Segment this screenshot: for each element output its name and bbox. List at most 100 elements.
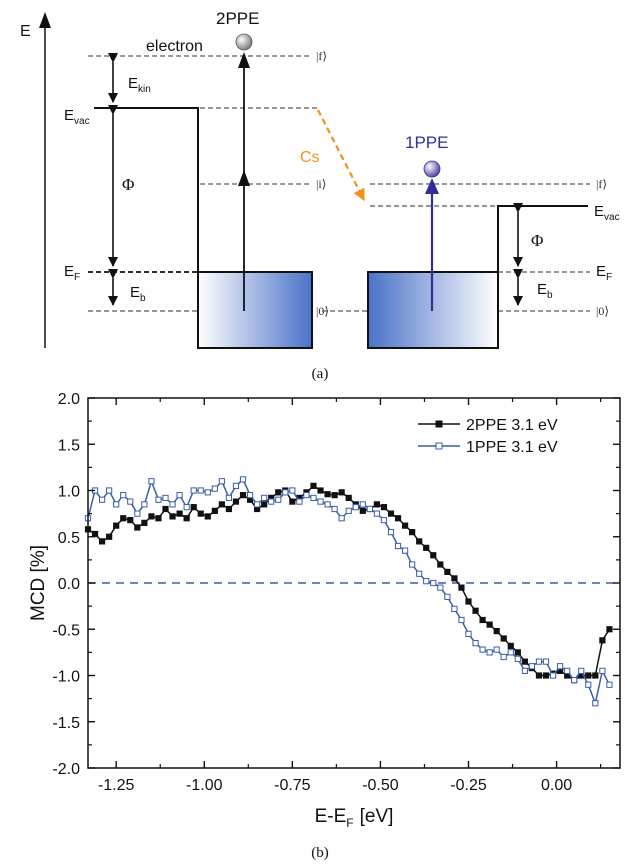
data-point-0 (317, 487, 324, 494)
data-point-1 (169, 501, 176, 508)
data-point-0 (394, 515, 402, 522)
data-point-1 (458, 616, 465, 624)
data-point-0 (514, 649, 521, 656)
y-tick-label: 0.0 (58, 576, 80, 593)
data-point-1 (310, 494, 317, 501)
data-point-0 (176, 510, 183, 517)
data-point-1 (394, 542, 402, 550)
data-point-1 (592, 700, 599, 707)
x-tick-label: -0.50 (362, 777, 399, 794)
e-f-label-left: EF (64, 263, 80, 283)
data-point-1 (246, 492, 254, 499)
phi-label-right: Φ (531, 231, 543, 250)
data-point-1 (430, 579, 437, 587)
data-point-0 (486, 621, 493, 628)
data-point-1 (486, 649, 493, 656)
data-point-1 (465, 630, 472, 637)
data-point-1 (120, 492, 127, 499)
data-point-1 (197, 487, 204, 494)
data-point-1 (380, 517, 388, 524)
legend-marker-1 (435, 442, 443, 450)
chart-series-layer (84, 476, 613, 707)
data-point-0 (444, 568, 451, 575)
ket-f-right: |f⟩ (596, 177, 607, 191)
data-point-1 (437, 584, 444, 591)
data-point-1 (282, 489, 289, 496)
data-point-0 (535, 672, 543, 679)
data-point-0 (416, 538, 423, 545)
data-point-1 (401, 547, 409, 554)
left-metal-well (197, 271, 313, 349)
data-point-1 (303, 492, 310, 499)
data-point-1 (528, 663, 536, 670)
cs-label: Cs (300, 149, 320, 166)
x-tick-label: -0.25 (450, 777, 487, 794)
data-point-1 (127, 498, 134, 505)
panel-b-label: (b) (311, 845, 329, 861)
data-point-0 (113, 522, 120, 529)
data-point-1 (155, 496, 162, 503)
e-vac-label-left: Evac (64, 107, 90, 127)
1ppe-title: 1PPE (405, 133, 448, 152)
data-point-0 (155, 515, 162, 522)
data-point-1 (514, 655, 521, 662)
chart-legend: 2PPE 3.1 eV 1PPE 3.1 eV (418, 417, 558, 456)
data-point-1 (218, 478, 225, 485)
data-point-1 (190, 487, 197, 494)
data-point-1 (317, 498, 324, 505)
data-point-0 (373, 501, 381, 508)
data-point-0 (479, 616, 486, 624)
data-point-0 (338, 489, 345, 496)
data-point-1 (549, 672, 557, 679)
data-point-0 (225, 505, 233, 513)
data-point-1 (225, 494, 233, 501)
data-point-1 (535, 658, 543, 665)
data-point-1 (564, 667, 571, 674)
e-f-label-right: EF (596, 263, 612, 283)
data-point-0 (239, 492, 247, 499)
data-point-0 (585, 672, 592, 679)
data-point-0 (162, 505, 169, 513)
data-point-0 (232, 498, 240, 505)
data-point-1 (373, 510, 381, 517)
data-point-1 (423, 578, 430, 585)
data-point-1 (289, 487, 296, 494)
data-point-1 (493, 646, 500, 653)
data-point-1 (183, 504, 190, 511)
data-point-1 (204, 489, 211, 496)
data-point-0 (592, 672, 599, 679)
x-tick-label: 0.00 (541, 777, 572, 794)
data-point-1 (507, 649, 514, 656)
data-point-1 (557, 663, 564, 670)
data-point-0 (261, 501, 268, 508)
y-tick-label: 0.5 (58, 530, 80, 547)
data-point-0 (437, 561, 444, 568)
data-point-1 (599, 667, 606, 674)
data-point-1 (345, 507, 352, 514)
data-point-0 (190, 504, 197, 511)
2ppe-arrowhead-upper (238, 52, 250, 68)
data-point-1 (106, 487, 113, 494)
data-point-0 (134, 524, 141, 531)
electron-label: electron (146, 38, 203, 55)
e-kin-label: Ekin (128, 75, 151, 95)
data-point-0 (521, 658, 528, 665)
data-point-1 (261, 494, 268, 501)
ket-f-left: |f⟩ (316, 49, 327, 63)
data-point-1 (324, 501, 331, 508)
data-point-0 (606, 626, 613, 633)
data-point-1 (134, 510, 141, 517)
data-point-1 (444, 593, 451, 600)
data-point-0 (387, 510, 395, 517)
data-point-0 (451, 575, 458, 582)
data-point-0 (409, 529, 416, 536)
data-point-0 (423, 544, 430, 551)
data-point-0 (98, 538, 106, 545)
data-point-1 (232, 482, 240, 489)
y-tick-label: -1.5 (52, 715, 80, 732)
left-vacuum-barrier (94, 107, 199, 348)
data-point-1 (479, 646, 486, 653)
e-b-label-left: Eb (130, 284, 146, 304)
data-point-0 (218, 501, 225, 508)
data-point-1 (275, 496, 282, 503)
